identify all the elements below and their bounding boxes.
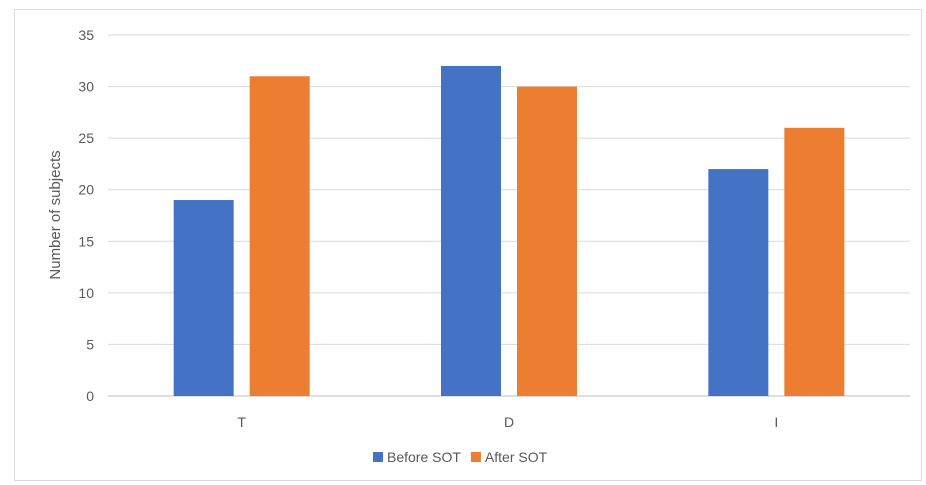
y-tick-label: 0 <box>86 388 94 404</box>
x-tick-label: T <box>237 414 246 430</box>
bar-after-sot-i <box>784 127 845 396</box>
legend-swatch <box>470 452 481 462</box>
y-axis-label: Number of subjects <box>47 150 64 279</box>
bar-before-sot-t <box>173 200 234 396</box>
gridlines <box>108 34 910 397</box>
y-tick-label: 15 <box>78 233 94 249</box>
y-tick-label: 20 <box>78 182 94 198</box>
y-tick-label: 10 <box>78 285 94 301</box>
bar-before-sot-d <box>441 65 501 396</box>
bars <box>173 65 845 397</box>
y-tick-label: 35 <box>78 27 94 43</box>
bar-after-sot-t <box>249 76 310 396</box>
legend-label: After SOT <box>485 449 548 465</box>
legend: Before SOT After SOT <box>373 449 548 465</box>
x-tick-label: I <box>774 414 778 430</box>
y-tick-label: 25 <box>78 130 94 146</box>
y-tick-label: 30 <box>78 79 94 95</box>
legend-swatch <box>373 452 383 462</box>
y-tick-label: 5 <box>86 336 94 352</box>
y-axis-ticks: 0 5 10 15 20 25 30 35 <box>78 27 94 404</box>
legend-label: Before SOT <box>387 449 461 465</box>
bar-after-sot-d <box>517 86 577 397</box>
x-tick-label: D <box>504 414 514 430</box>
bar-before-sot-i <box>708 169 769 396</box>
